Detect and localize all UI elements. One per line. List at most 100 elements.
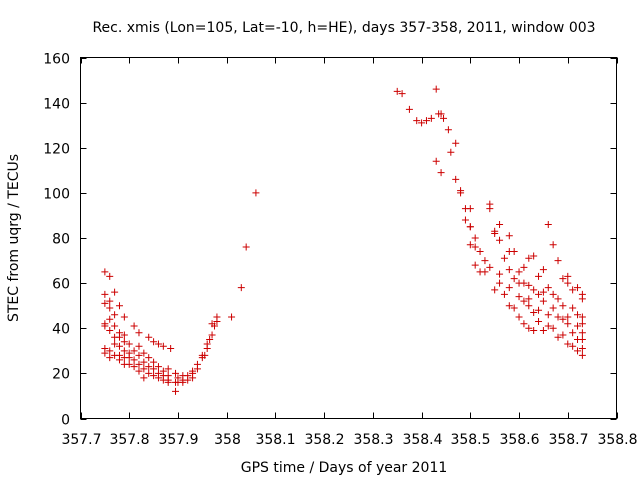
data-point <box>569 286 577 294</box>
data-point <box>135 367 143 375</box>
data-point <box>559 275 567 283</box>
data-point <box>578 313 586 321</box>
data-point <box>154 340 162 348</box>
x-tick-label: 358.4 <box>402 432 442 448</box>
data-point <box>101 322 109 330</box>
data-point <box>130 363 138 371</box>
data-point <box>452 175 460 183</box>
data-point <box>539 266 547 274</box>
data-point <box>422 117 430 125</box>
data-point <box>189 367 197 375</box>
data-point <box>525 295 533 303</box>
data-point <box>115 356 123 364</box>
data-point <box>574 347 582 355</box>
data-point <box>481 257 489 265</box>
data-point <box>189 374 197 382</box>
data-point <box>135 360 143 368</box>
data-point <box>164 378 172 386</box>
data-point <box>554 295 562 303</box>
data-point <box>549 304 557 312</box>
data-point <box>184 376 192 384</box>
data-point <box>106 297 114 305</box>
data-point <box>101 349 109 357</box>
data-point <box>578 345 586 353</box>
data-point <box>505 302 513 310</box>
data-point <box>578 336 586 344</box>
y-tick-label: 140 <box>43 97 70 113</box>
data-point <box>525 281 533 289</box>
data-point <box>106 304 114 312</box>
data-point <box>525 254 533 262</box>
data-point <box>500 254 508 262</box>
data-point <box>447 148 455 156</box>
data-point <box>574 284 582 292</box>
data-point <box>135 329 143 337</box>
ticks <box>80 57 618 420</box>
data-point <box>437 110 445 118</box>
data-point <box>505 266 513 274</box>
data-point <box>535 290 543 298</box>
data-point <box>496 220 504 228</box>
data-point <box>130 356 138 364</box>
data-point <box>150 372 158 380</box>
data-point <box>172 387 180 395</box>
data-point <box>444 126 452 134</box>
tick-labels: 357.7 357.8 357.9 358 358.1 358.2 358.3 358.4 35… <box>43 52 637 449</box>
data-point <box>569 342 577 350</box>
data-point <box>115 342 123 350</box>
data-point <box>578 351 586 359</box>
x-tick-label: 358.1 <box>255 432 295 448</box>
data-point <box>111 340 119 348</box>
data-point <box>515 268 523 276</box>
data-point <box>140 358 148 366</box>
data-point <box>486 205 494 213</box>
data-point <box>539 327 547 335</box>
data-point <box>554 333 562 341</box>
data-point <box>569 329 577 337</box>
data-point <box>510 248 518 256</box>
data-point <box>481 268 489 276</box>
data-point <box>491 229 499 237</box>
data-point <box>535 317 543 325</box>
data-point <box>520 263 528 271</box>
data-point <box>208 331 216 339</box>
data-point <box>564 313 572 321</box>
data-point <box>101 268 109 276</box>
x-axis-label: GPS time / Days of year 2011 <box>241 460 448 476</box>
data-point <box>193 360 201 368</box>
data-point <box>466 223 474 231</box>
data-point <box>500 290 508 298</box>
chart-title: Rec. xmis (Lon=105, Lat=-10, h=HE), days… <box>92 20 595 36</box>
data-point <box>466 241 474 249</box>
x-tick-label: 357.8 <box>109 432 149 448</box>
data-point <box>471 234 479 242</box>
data-point <box>559 331 567 339</box>
data-point <box>135 351 143 359</box>
data-point <box>111 288 119 296</box>
data-point <box>115 333 123 341</box>
data-point <box>544 220 552 228</box>
data-point <box>120 313 128 321</box>
data-point <box>130 347 138 355</box>
data-point <box>515 313 523 321</box>
x-tick-label: 357.7 <box>61 432 101 448</box>
data-point <box>130 322 138 330</box>
data-point <box>145 369 153 377</box>
x-tick-label: 358 <box>214 432 241 448</box>
data-point <box>564 272 572 280</box>
data-point <box>159 342 167 350</box>
data-point <box>549 241 557 249</box>
data-point <box>150 358 158 366</box>
data-point <box>564 340 572 348</box>
data-point <box>201 351 209 359</box>
data-point <box>491 286 499 294</box>
y-tick-label: 100 <box>43 187 70 203</box>
data-point <box>150 338 158 346</box>
y-axis-label: STEC from uqrg / TECUs <box>6 154 22 322</box>
x-tick-label: 358.5 <box>450 432 490 448</box>
data-point <box>525 324 533 332</box>
data-point <box>154 363 162 371</box>
data-point <box>461 216 469 224</box>
data-point <box>145 333 153 341</box>
data-point <box>520 297 528 305</box>
